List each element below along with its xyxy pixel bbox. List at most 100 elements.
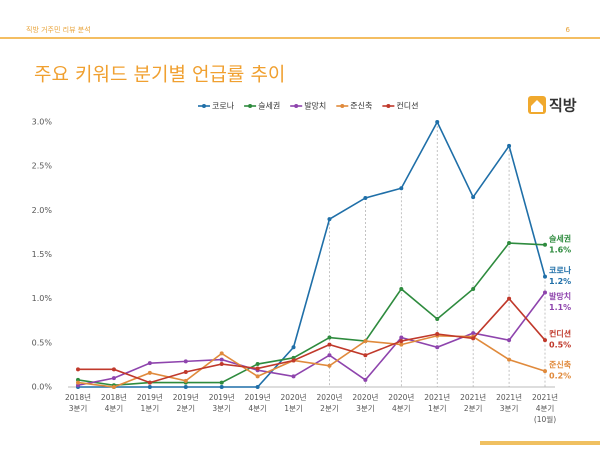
end-label-value: 0.5% [549, 341, 571, 350]
x-tick-label: 4분기 [105, 404, 124, 413]
point [111, 385, 116, 389]
legend-label: 슬세권 [258, 101, 280, 111]
point [291, 358, 296, 363]
point [147, 361, 152, 366]
point [435, 120, 440, 124]
point [543, 274, 547, 279]
point [183, 378, 188, 383]
point [183, 385, 188, 389]
point [327, 353, 332, 358]
x-tick-label: 2018년 [65, 392, 91, 402]
point [471, 331, 476, 336]
x-tick-label: 2분기 [320, 404, 339, 413]
point [327, 342, 332, 347]
point [147, 370, 152, 375]
x-tick-label: 3분기 [69, 404, 88, 413]
x-tick-label: 2019년 [245, 392, 271, 402]
end-label-value: 1.6% [549, 245, 571, 254]
x-tick-label: 2021년 [424, 392, 450, 402]
legend-dot [202, 104, 206, 108]
end-label-value: 1.2% [549, 277, 571, 286]
series-line [77, 242, 546, 387]
point [543, 242, 547, 247]
point [543, 290, 547, 295]
x-tick-label: 3분기 [356, 404, 375, 413]
point [183, 369, 188, 374]
end-label-name: 발망치 [549, 291, 571, 301]
x-tick-label: 2021년 [532, 392, 558, 402]
point [255, 366, 260, 371]
point [363, 377, 368, 382]
x-tick-label: 3분기 [500, 404, 519, 413]
point [255, 385, 260, 389]
x-tick-label: 2021년 [496, 392, 522, 402]
x-tick-label: 4분기 [248, 404, 267, 413]
x-tick-label: 2019년 [137, 392, 163, 402]
point [327, 335, 332, 340]
page-number: 6 [566, 26, 571, 34]
plot: 0.0% 0.5% 1.0% 1.5% 2.0% 2.5% 3.0% 2018년 3분기 2018… [32, 101, 572, 425]
y-tick-label: 2.5% [32, 162, 53, 171]
point [507, 143, 512, 148]
chart-title: 주요 키워드 분기별 언급률 추이 [34, 64, 285, 86]
point [219, 357, 224, 362]
x-tick-label: 4분기 [536, 404, 555, 413]
point [363, 353, 368, 358]
point [399, 335, 404, 340]
x-tick-label: 2019년 [209, 392, 235, 402]
end-label-value: 1.1% [549, 303, 571, 312]
series-line [78, 120, 546, 388]
point [399, 286, 404, 291]
x-tick-label: 2020년 [388, 392, 414, 402]
point [183, 359, 188, 364]
point [76, 380, 80, 385]
x-tick-label: 2분기 [176, 404, 195, 413]
end-label-value: 0.2% [549, 372, 571, 381]
point [507, 357, 512, 362]
x-tick-label: 2019년 [173, 392, 199, 402]
x-tick-label: 1분기 [428, 404, 447, 413]
point [255, 362, 260, 367]
point [291, 374, 296, 379]
point [471, 195, 476, 200]
logo-house [531, 100, 543, 112]
point [471, 336, 476, 341]
x-tick-label: 2020년 [281, 392, 307, 402]
point [327, 363, 332, 368]
legend-dot [340, 104, 345, 108]
point [399, 186, 404, 191]
end-label-name: 컨디션 [549, 329, 571, 339]
series-line [77, 334, 546, 388]
point [219, 380, 224, 385]
point [543, 369, 547, 374]
point [76, 367, 80, 372]
point [399, 342, 404, 347]
x-tick-label: 4분기 [392, 404, 411, 413]
legend-dot [386, 104, 391, 108]
point [255, 374, 260, 379]
point [111, 367, 116, 372]
point [507, 338, 512, 343]
point [363, 195, 368, 200]
series-line [78, 297, 546, 384]
end-label-name: 슬세권 [549, 233, 571, 243]
y-tick-label: 3.0% [32, 118, 53, 127]
point [435, 316, 440, 321]
point [435, 345, 440, 350]
x-tick-label: 1분기 [141, 404, 160, 413]
x-tick-label: 2분기 [464, 404, 483, 413]
legend-label: 발망치 [304, 101, 326, 111]
point [507, 296, 512, 301]
section-title: 직방 거주민 리뷰 분석 [26, 25, 91, 34]
x-tick-label: 1분기 [284, 404, 303, 413]
logo: 직방 [528, 96, 577, 115]
series-line [77, 292, 546, 387]
x-tick-label: (10월) [534, 414, 556, 424]
point [399, 339, 404, 344]
point [363, 339, 368, 344]
point [219, 351, 224, 356]
y-tick-label: 0.5% [32, 338, 53, 347]
legend-dot [294, 104, 299, 108]
x-tick-label: 2020년 [316, 392, 342, 402]
